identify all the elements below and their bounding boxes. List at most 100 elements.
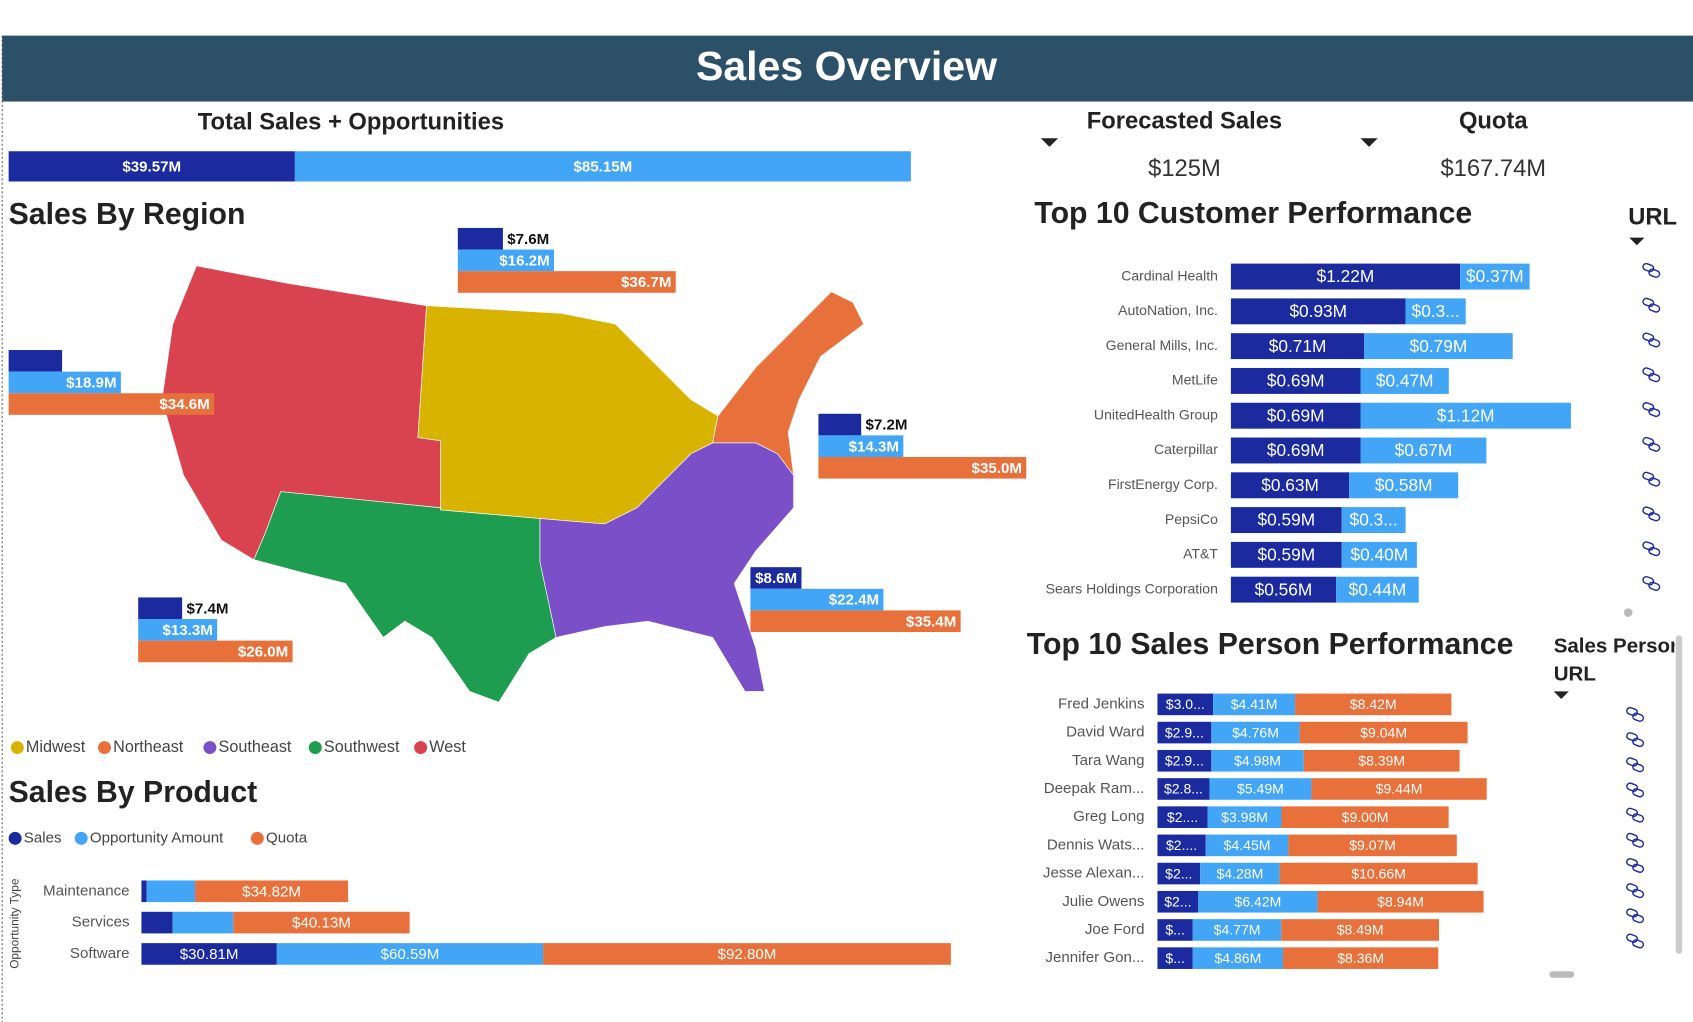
chart-title: Sales By Product <box>9 776 258 809</box>
data-label: $... <box>1165 950 1184 966</box>
data-label: $92.80M <box>718 946 777 963</box>
bar-segment <box>8 350 63 372</box>
scrollbar[interactable] <box>1675 635 1683 954</box>
data-label: $9.44M <box>1376 781 1423 797</box>
bar-segment <box>818 435 904 457</box>
legend-swatch <box>10 741 24 755</box>
link-icon <box>1648 546 1661 557</box>
category-label: Jesse Alexan... <box>1043 865 1145 882</box>
dropdown-arrow[interactable] <box>1040 138 1059 147</box>
data-label: $35.4M <box>906 613 956 630</box>
link-icon <box>1632 888 1645 899</box>
bar-segment <box>276 943 544 965</box>
bar-segment <box>138 619 218 641</box>
data-label: $0.56M <box>1255 579 1313 599</box>
data-label: $4.41M <box>1231 696 1278 712</box>
link-icon <box>1642 506 1655 516</box>
data-label: $14.3M <box>849 438 899 455</box>
bar-segment <box>750 567 802 589</box>
legend-label: Northeast <box>113 738 184 756</box>
data-label: $39.57M <box>122 158 181 175</box>
bar-segment <box>457 249 555 272</box>
bar-segment <box>1230 367 1361 394</box>
link-icon <box>1648 581 1661 591</box>
bar-segment <box>1230 576 1337 603</box>
bar-segment <box>172 911 234 934</box>
link-icon <box>1632 939 1645 949</box>
link-icon <box>1648 512 1661 522</box>
bar-segment <box>818 413 862 436</box>
link-icon <box>1648 442 1661 452</box>
bar-segment <box>1230 298 1406 325</box>
legend-swatch <box>308 741 322 755</box>
link-icon <box>1632 762 1645 773</box>
legend-label: Opportunity Amount <box>90 829 224 846</box>
data-label: $2.... <box>1166 837 1197 853</box>
link-icon <box>1642 402 1655 412</box>
bar-segment <box>1364 333 1513 360</box>
link-icon <box>1626 782 1639 792</box>
data-label: $0.40M <box>1351 545 1409 565</box>
link-icon <box>1642 471 1655 481</box>
sort-arrow[interactable] <box>1553 691 1569 699</box>
data-label: $2... <box>1165 865 1192 881</box>
link-icon <box>1626 857 1639 868</box>
bar-segment <box>1460 263 1530 290</box>
bar-segment <box>1230 333 1365 360</box>
data-label: $3.0... <box>1166 696 1205 712</box>
bar-segment <box>1360 437 1487 464</box>
bar-segment <box>1288 834 1457 857</box>
category-label: Sears Holdings Corporation <box>1046 580 1218 596</box>
bar-segment <box>1157 806 1208 828</box>
link-icon <box>1632 737 1645 748</box>
legend-label: Southeast <box>219 738 292 756</box>
dropdown-arrow[interactable] <box>1360 138 1378 147</box>
bar-segment <box>1157 693 1214 716</box>
bar-segment <box>750 588 884 611</box>
data-label: $2.8... <box>1164 781 1203 797</box>
link-icon <box>1632 813 1645 823</box>
bar-segment <box>1157 947 1193 969</box>
bar-segment <box>750 610 961 632</box>
data-label: $35.0M <box>972 460 1022 477</box>
bar-segment <box>1157 749 1212 772</box>
bar-segment <box>8 393 215 415</box>
data-label: $26.0M <box>238 644 288 661</box>
link-icon <box>1632 712 1645 722</box>
data-label: $4.86M <box>1214 950 1261 966</box>
page-title: Sales Overview <box>696 43 997 89</box>
kpi-value: $125M <box>1148 155 1221 182</box>
sort-arrow[interactable] <box>1629 237 1645 246</box>
link-icon <box>1632 863 1645 873</box>
link-icon <box>1642 575 1655 586</box>
category-label: Jennifer Gon... <box>1045 949 1144 966</box>
data-label: $0.44M <box>1349 579 1407 599</box>
data-label: $0.67M <box>1395 440 1453 460</box>
bar-segment <box>1299 721 1468 744</box>
category-label: General Mills, Inc. <box>1106 337 1218 353</box>
bar-segment <box>1200 862 1280 885</box>
bar-segment <box>1281 919 1439 941</box>
bar-segment <box>1192 947 1284 969</box>
data-label: $4.45M <box>1224 837 1271 853</box>
data-label: $2... <box>1164 894 1191 910</box>
legend-swatch <box>203 741 217 755</box>
legend-swatch <box>250 831 264 845</box>
bar-segment <box>1211 749 1304 772</box>
bar-segment <box>1360 402 1571 429</box>
header-bar <box>2 35 1693 102</box>
category-label: Software <box>70 945 130 962</box>
legend-label: Midwest <box>26 738 86 756</box>
scrollbar[interactable] <box>1549 971 1575 978</box>
bar-segment <box>141 911 173 934</box>
bar-segment <box>146 880 196 903</box>
link-icon <box>1632 838 1645 848</box>
bar-segment <box>138 597 183 620</box>
category-label: UnitedHealth Group <box>1094 406 1218 422</box>
data-label: $0.59M <box>1258 510 1316 530</box>
category-label: Caterpillar <box>1154 441 1218 457</box>
category-label: Tara Wang <box>1072 752 1144 769</box>
data-label: $30.81M <box>180 946 239 963</box>
bar-segment <box>294 151 911 182</box>
link-icon <box>1642 436 1655 447</box>
